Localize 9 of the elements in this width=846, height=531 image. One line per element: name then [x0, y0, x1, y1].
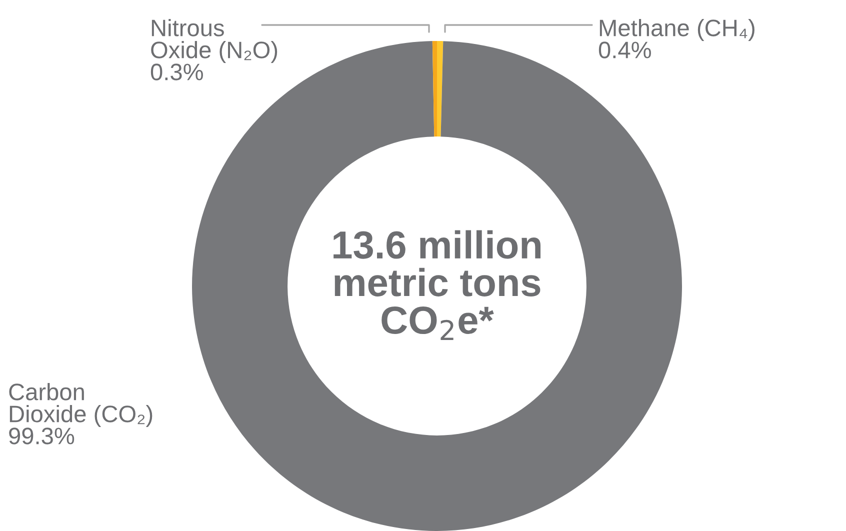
slice-label: Carbon Dioxide (CO₂) — [9, 383, 152, 428]
slice-label: Methane (CH₄) — [600, 19, 754, 41]
data-label: 0.4% — [598, 42, 651, 58]
data-label: 0.3% — [150, 64, 203, 80]
donut-slice — [437, 41, 444, 137]
data-label: 99.3% — [9, 428, 74, 444]
slice-label: Nitrous Oxide (N₂O) — [151, 19, 278, 64]
text: 13.6 million metric tons CO$_{2}$e* — [334, 230, 540, 340]
donut-slice — [432, 41, 437, 137]
